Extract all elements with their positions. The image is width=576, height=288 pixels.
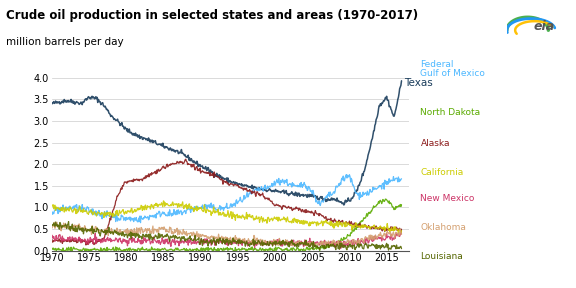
Text: New Mexico: New Mexico (420, 194, 475, 203)
Text: North Dakota: North Dakota (420, 108, 480, 117)
Text: Federal
Gulf of Mexico: Federal Gulf of Mexico (420, 60, 486, 78)
Text: Louisiana: Louisiana (420, 252, 463, 261)
Text: Crude oil production in selected states and areas (1970-2017): Crude oil production in selected states … (6, 9, 418, 22)
Text: Alaska: Alaska (420, 139, 450, 149)
Text: Oklahoma: Oklahoma (420, 223, 467, 232)
Text: eia: eia (534, 20, 555, 33)
Text: California: California (420, 168, 464, 177)
Text: million barrels per day: million barrels per day (6, 37, 123, 48)
Text: Texas: Texas (404, 78, 433, 88)
